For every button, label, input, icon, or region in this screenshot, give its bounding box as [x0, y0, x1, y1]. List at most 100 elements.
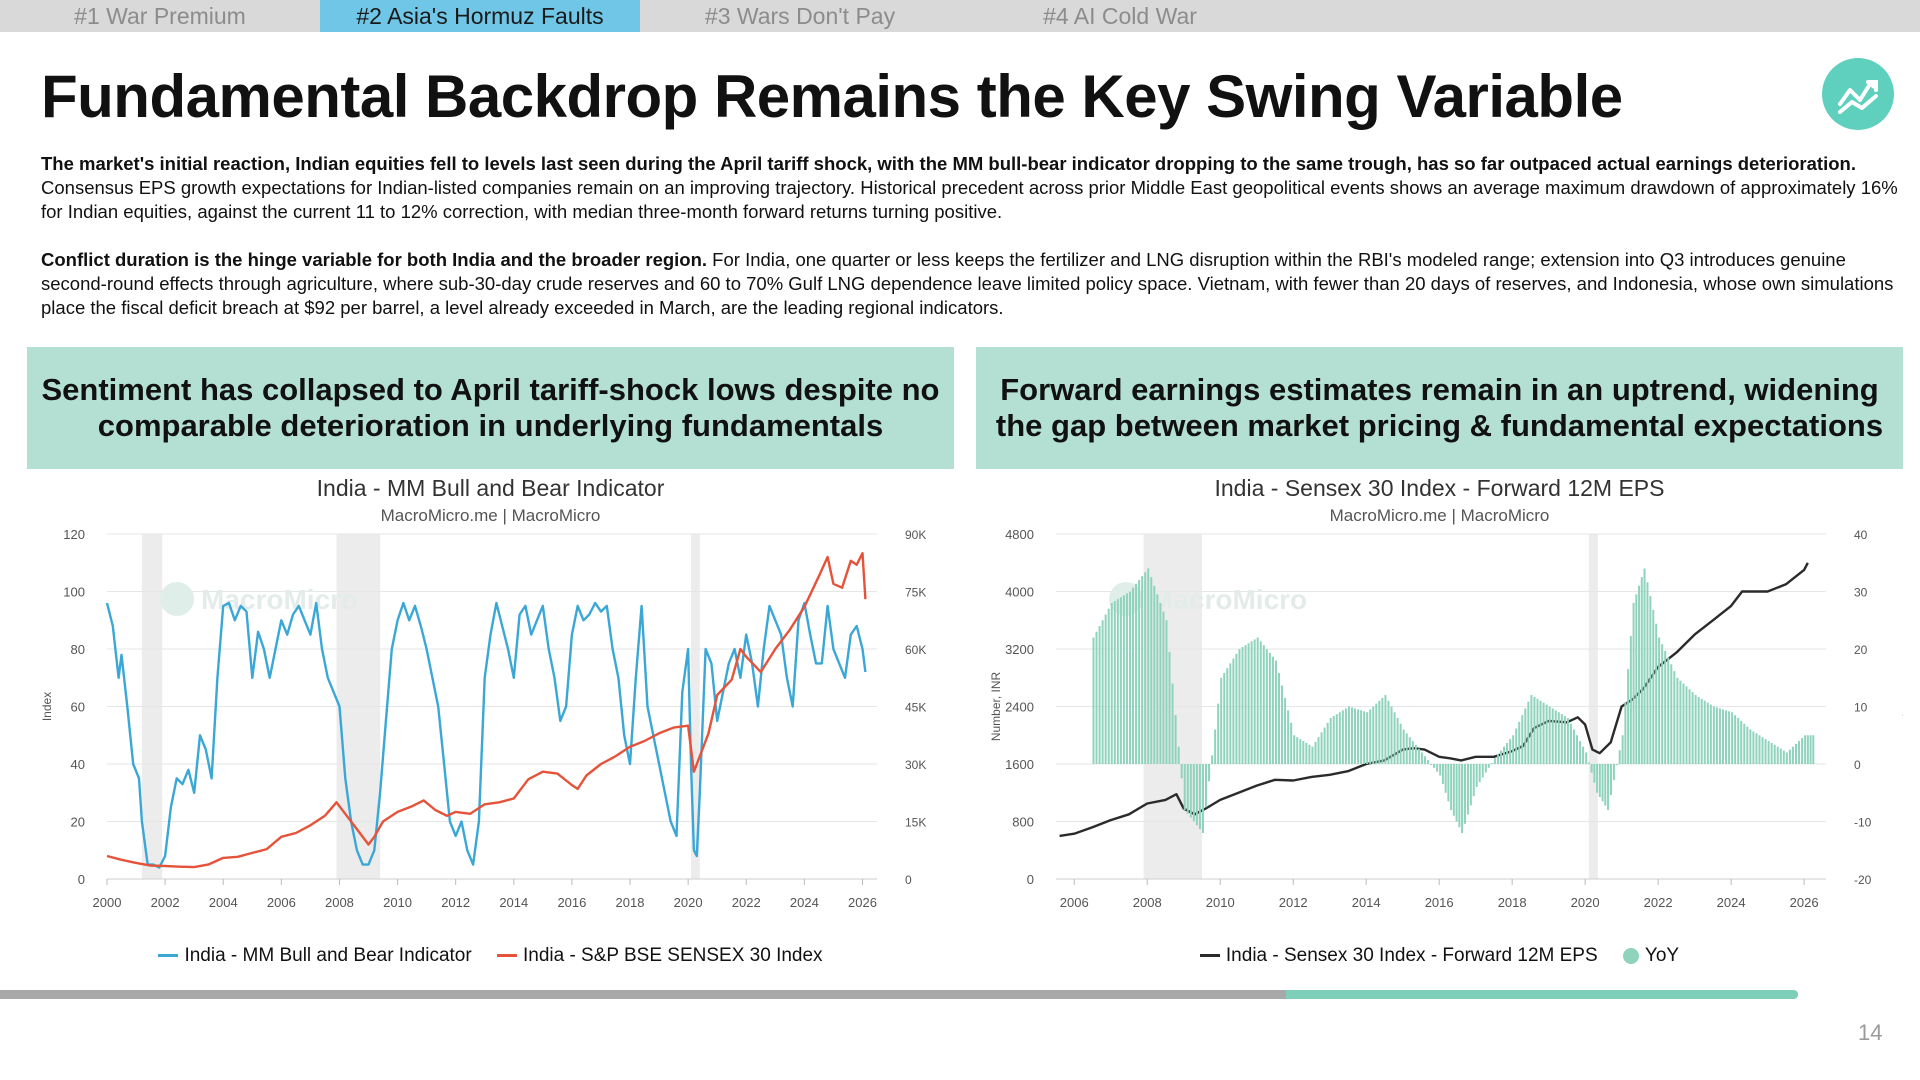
yoy-bar: [1372, 706, 1375, 764]
x-tick-label: 2014: [1352, 895, 1381, 910]
yoy-bar: [1515, 728, 1518, 764]
legend-item-sensex[interactable]: India - S&P BSE SENSEX 30 Index: [496, 945, 823, 966]
yoy-bar: [1691, 692, 1694, 764]
yoy-bar: [1223, 672, 1226, 764]
yoy-bar: [1241, 647, 1244, 764]
yoy-bar: [1232, 658, 1235, 764]
yoy-bar: [1220, 677, 1223, 764]
y-axis-label: Number, INR: [989, 671, 1003, 741]
yoy-bar: [1135, 583, 1138, 764]
yoy-bar: [1439, 764, 1442, 776]
yoy-bar: [1812, 735, 1815, 764]
x-tick-label: 2024: [1717, 895, 1746, 910]
yoy-bar: [1354, 708, 1357, 764]
legend-item-bull-bear[interactable]: India - MM Bull and Bear Indicator: [158, 945, 472, 966]
yoy-bar: [1624, 702, 1627, 764]
yoy-bar: [1369, 709, 1372, 764]
yoy-bar: [1393, 712, 1396, 764]
y2-tick-label: 45K: [905, 701, 926, 715]
yoy-bar: [1433, 764, 1436, 768]
yoy-bar: [1284, 697, 1287, 764]
yoy-bar: [1290, 722, 1293, 764]
yoy-bar: [1186, 764, 1189, 814]
yoy-bar: [1587, 762, 1590, 764]
yoy-bar: [1192, 764, 1195, 822]
yoy-bar: [1461, 764, 1464, 833]
yoy-bar: [1189, 764, 1192, 818]
y-tick-label: 2400: [1005, 700, 1034, 715]
chart-forward-eps: India - Sensex 30 Index - Forward 12M EP…: [976, 469, 1903, 989]
yoy-bar: [1499, 750, 1502, 764]
yoy-bar: [1162, 611, 1165, 764]
yoy-bar: [1667, 657, 1670, 764]
yoy-bar: [1387, 700, 1390, 764]
yoy-bar: [1287, 710, 1290, 764]
yoy-bar: [1478, 764, 1481, 783]
legend-item-yoy[interactable]: YoY: [1622, 945, 1679, 966]
yoy-bar: [1484, 764, 1487, 773]
yoy-bar: [1779, 748, 1782, 764]
yoy-bar: [1539, 700, 1542, 764]
yoy-bar: [1214, 729, 1217, 764]
tab-wars-dont-pay[interactable]: #3 Wars Don't Pay: [704, 3, 896, 29]
yoy-bar: [1095, 631, 1098, 764]
y-tick-label: 20: [71, 815, 85, 830]
yoy-bar: [1770, 742, 1773, 764]
yoy-bar: [1676, 677, 1679, 764]
yoy-bar: [1335, 714, 1338, 764]
yoy-bar: [1609, 764, 1612, 796]
legend-item-forward-eps[interactable]: India - Sensex 30 Index - Forward 12M EP…: [1199, 945, 1598, 966]
y-tick-label: 800: [1012, 815, 1034, 830]
yoy-bar: [1299, 739, 1302, 764]
yoy-bar: [1347, 706, 1350, 764]
x-tick-label: 2018: [1498, 895, 1527, 910]
yoy-bar: [1141, 576, 1144, 764]
x-tick-label: 2012: [1279, 895, 1308, 910]
yoy-bar: [1560, 714, 1563, 764]
yoy-bar: [1408, 737, 1411, 764]
yoy-bar: [1655, 623, 1658, 764]
yoy-bar: [1472, 764, 1475, 797]
x-tick-label: 2020: [1571, 895, 1600, 910]
yoy-bar: [1156, 594, 1159, 764]
yoy-bar: [1125, 593, 1128, 764]
x-tick-label: 2024: [790, 895, 819, 910]
yoy-bar: [1545, 704, 1548, 764]
y2-tick-label: 60K: [905, 643, 926, 657]
tab-ai-cold-war[interactable]: #4 AI Cold War: [1043, 3, 1197, 29]
y-tick-label: 0: [1027, 872, 1034, 887]
yoy-bar: [1247, 643, 1250, 764]
yoy-bar: [1344, 708, 1347, 764]
yoy-bar: [1341, 710, 1344, 764]
chart-legend: India - MM Bull and Bear Indicator India…: [27, 945, 954, 967]
yoy-bar: [1521, 715, 1524, 764]
yoy-bar: [1551, 708, 1554, 764]
yoy-bar: [1566, 718, 1569, 764]
yoy-bar: [1593, 764, 1596, 783]
yoy-bar: [1244, 645, 1247, 764]
yoy-bar: [1268, 652, 1271, 764]
tab-war-premium[interactable]: #1 War Premium: [74, 3, 246, 29]
y2-tick-label: 10: [1854, 701, 1868, 715]
yoy-bar: [1536, 698, 1539, 764]
x-tick-label: 2008: [325, 895, 354, 910]
yoy-bar: [1226, 668, 1229, 764]
chart-title: India - Sensex 30 Index - Forward 12M EP…: [1214, 475, 1665, 501]
yoy-bar: [1293, 735, 1296, 764]
yoy-bar: [1277, 672, 1280, 764]
yoy-bar: [1128, 591, 1131, 764]
legend-swatch-green: [1622, 947, 1639, 964]
yoy-bar: [1503, 746, 1506, 764]
yoy-bar: [1728, 711, 1731, 764]
panel-headline-earnings: Forward earnings estimates remain in an …: [976, 347, 1903, 469]
page-number: 14: [1858, 1020, 1883, 1045]
tab-asias-hormuz-faults[interactable]: #2 Asia's Hormuz Faults: [320, 0, 640, 32]
y2-tick-label: 20: [1854, 643, 1868, 657]
yoy-bar: [1217, 703, 1220, 764]
yoy-bar: [1518, 721, 1521, 764]
yoy-bar: [1116, 599, 1119, 764]
yoy-bar: [1563, 716, 1566, 764]
paragraph-market-reaction: The market's initial reaction, Indian eq…: [41, 152, 1901, 224]
y2-tick-label: 75K: [905, 586, 926, 600]
y-tick-label: 120: [63, 527, 85, 542]
